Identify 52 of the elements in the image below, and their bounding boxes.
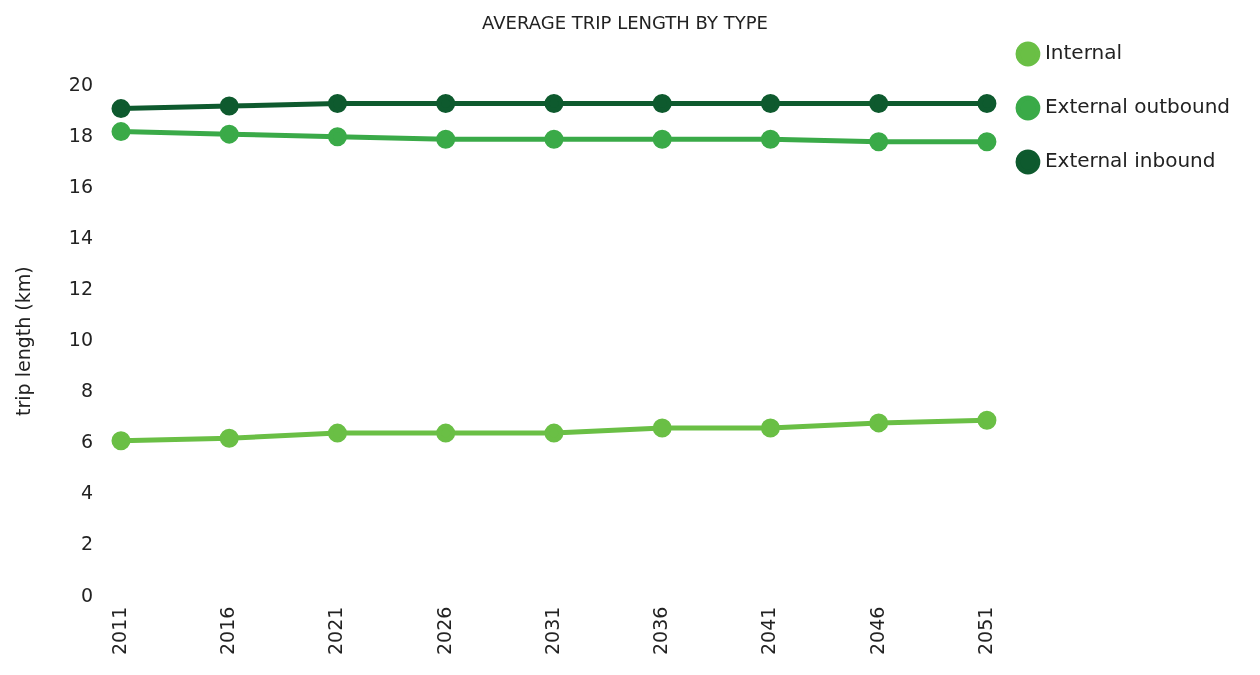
y-tick-label: 2 [80, 532, 93, 555]
point [760, 418, 780, 438]
point [436, 93, 456, 113]
point [544, 423, 564, 443]
point [652, 129, 672, 149]
point [436, 423, 456, 443]
point [652, 93, 672, 113]
y-tick-label: 14 [68, 225, 93, 248]
x-tick-label: 2026 [432, 606, 455, 656]
y-tick-label: 6 [80, 430, 93, 453]
point [111, 431, 131, 451]
point [111, 99, 131, 119]
point [760, 93, 780, 113]
point [869, 132, 889, 152]
y-tick-label: 10 [68, 328, 93, 351]
point [869, 93, 889, 113]
y-tick-label: 4 [80, 481, 93, 504]
x-tick-label: 2031 [540, 606, 563, 656]
point [977, 410, 997, 430]
point [436, 129, 456, 149]
point [544, 129, 564, 149]
y-tick-label: 0 [80, 583, 93, 606]
x-tick-label: 2051 [973, 606, 996, 656]
y-tick-label: 8 [80, 379, 93, 402]
x-tick-label: 2021 [324, 606, 347, 656]
point [760, 129, 780, 149]
y-axis-title: trip length (km) [12, 266, 35, 416]
point [869, 413, 889, 433]
x-tick-label: 2041 [757, 606, 780, 656]
y-tick-label: 18 [68, 123, 93, 146]
point [977, 132, 997, 152]
point [219, 96, 239, 116]
y-tick-label: 20 [68, 72, 93, 95]
legend-label: Internal [1044, 40, 1123, 65]
point [219, 428, 239, 448]
legend-label: External inbound [1044, 148, 1216, 173]
legend-label: External outbound [1044, 94, 1231, 119]
x-tick-label: 2036 [649, 606, 672, 656]
point [327, 93, 347, 113]
x-tick-label: 2011 [107, 606, 130, 656]
x-tick-label: 2016 [216, 606, 239, 656]
point [219, 124, 239, 144]
point [111, 122, 131, 142]
point [327, 423, 347, 443]
point [652, 418, 672, 438]
x-tick-label: 2046 [865, 606, 888, 656]
point [977, 93, 997, 113]
point [327, 127, 347, 147]
y-tick-label: 12 [68, 276, 93, 299]
y-tick-label: 16 [68, 174, 93, 197]
point [544, 93, 564, 113]
chart-title: AVERAGE TRIP LENGTH BY TYPE [482, 12, 768, 34]
